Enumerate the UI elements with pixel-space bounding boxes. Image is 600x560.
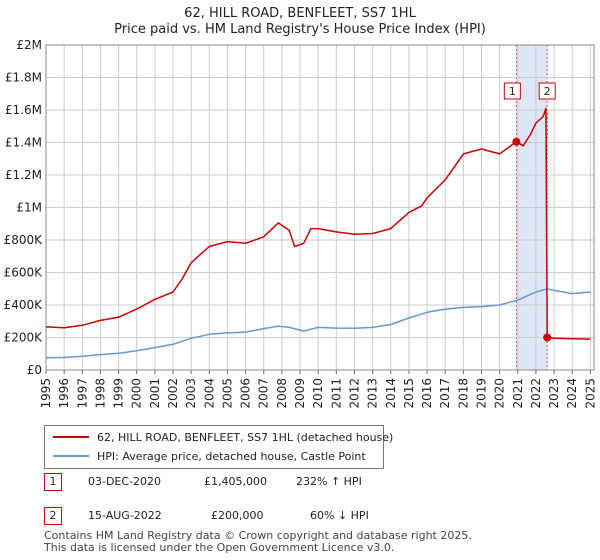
x-tick-label: 2015 (402, 378, 416, 409)
x-tick-label: 2023 (547, 378, 561, 409)
legend: 62, HILL ROAD, BENFLEET, SS7 1HL (detach… (44, 425, 393, 469)
y-tick-label: £1.4M (5, 136, 42, 150)
footer-line2: This data is licensed under the Open Gov… (44, 541, 395, 554)
y-tick-label: £1.2M (5, 168, 42, 182)
sale-price: £200,000 (211, 509, 264, 522)
footer-line1: Contains HM Land Registry data © Crown c… (44, 529, 472, 542)
y-tick-label: £1M (16, 201, 42, 215)
x-tick-label: 2019 (474, 378, 488, 409)
sale-price: £1,405,000 (204, 475, 267, 488)
legend-swatch-property (53, 436, 89, 438)
x-tick-label: 2022 (529, 378, 543, 409)
sale-hpi-change: 60% ↓ HPI (310, 509, 369, 522)
property-price-line (45, 107, 591, 340)
y-tick-label: £400K (4, 298, 44, 312)
price-chart: £0 £200K £400K £600K £800K £1M £1.2M £1.4M £1.6M… (4, 38, 598, 409)
x-tick-label: 2004 (202, 378, 216, 409)
y-tick-label: £800K (4, 233, 44, 247)
x-tick-label: 2000 (130, 378, 144, 409)
x-tick-label: 2021 (511, 378, 525, 409)
x-tick-label: 2002 (166, 378, 180, 409)
chart-title-line2: Price paid vs. HM Land Registry's House … (114, 22, 486, 37)
x-tick-label: 2001 (148, 378, 162, 409)
x-tick-label: 2010 (311, 378, 325, 409)
x-tick-label: 2014 (384, 378, 398, 409)
x-tick-label: 1999 (112, 378, 126, 409)
x-tick-label: 2005 (220, 378, 234, 409)
x-tick-label: 2007 (257, 378, 271, 409)
x-tick-label: 1997 (75, 378, 89, 409)
legend-item-property: 62, HILL ROAD, BENFLEET, SS7 1HL (detach… (53, 428, 393, 446)
sale-point (543, 333, 552, 342)
x-tick-label: 2008 (275, 378, 289, 409)
legend-swatch-hpi (53, 455, 89, 457)
footer: Contains HM Land Registry data © Crown c… (44, 530, 472, 554)
y-tick-label: £2M (16, 38, 42, 52)
sale-date: 15-AUG-2022 (88, 509, 162, 522)
x-tick-label: 2020 (493, 378, 507, 409)
x-tick-label: 2011 (329, 378, 343, 409)
y-tick-label: £1.8M (5, 71, 42, 85)
x-tick-label: 2006 (239, 378, 253, 409)
x-tick-label: 2025 (583, 378, 597, 409)
sale-number-badge: 1 (44, 473, 62, 491)
x-tick-label: 2018 (456, 378, 470, 409)
sale-badge-box (538, 82, 556, 100)
legend-label-property: 62, HILL ROAD, BENFLEET, SS7 1HL (detach… (97, 430, 394, 444)
legend-item-hpi: HPI: Average price, detached house, Cast… (53, 447, 366, 465)
plot-frame (45, 44, 595, 371)
x-tick-label: 1998 (93, 378, 107, 409)
chart-title-line1: 62, HILL ROAD, BENFLEET, SS7 1HL (184, 6, 416, 21)
x-tick-label: 2009 (293, 378, 307, 409)
x-tick-label: 2013 (366, 378, 380, 409)
x-tick-label: 2024 (565, 378, 579, 409)
sale-row: 2 15-AUG-2022 £200,000 60% ↓ HPI (44, 507, 564, 529)
y-tick-label: £600K (4, 266, 44, 280)
sale-badge-label: 1 (509, 85, 516, 98)
legend-label-hpi: HPI: Average price, detached house, Cast… (97, 449, 366, 463)
x-tick-label: 2003 (184, 378, 198, 409)
y-tick-label: £200K (4, 331, 44, 345)
y-tick-label: £0 (27, 363, 42, 377)
sale-badge-box (503, 82, 521, 100)
hpi-line (45, 288, 591, 359)
sale-point (512, 137, 521, 146)
x-tick-label: 1996 (57, 378, 71, 409)
x-tick-label: 2016 (420, 378, 434, 409)
sale-hpi-change: 232% ↑ HPI (296, 475, 362, 488)
sale-date: 03-DEC-2020 (88, 475, 162, 488)
y-tick-label: £1.6M (5, 103, 42, 117)
sale-row: 1 03-DEC-2020 £1,405,000 232% ↑ HPI (44, 473, 564, 495)
x-tick-label: 1995 (39, 378, 53, 409)
x-tick-label: 2012 (347, 378, 361, 409)
sale-badge-label: 2 (544, 85, 551, 98)
x-tick-label: 2017 (438, 378, 452, 409)
sale-number-badge: 2 (44, 507, 62, 525)
